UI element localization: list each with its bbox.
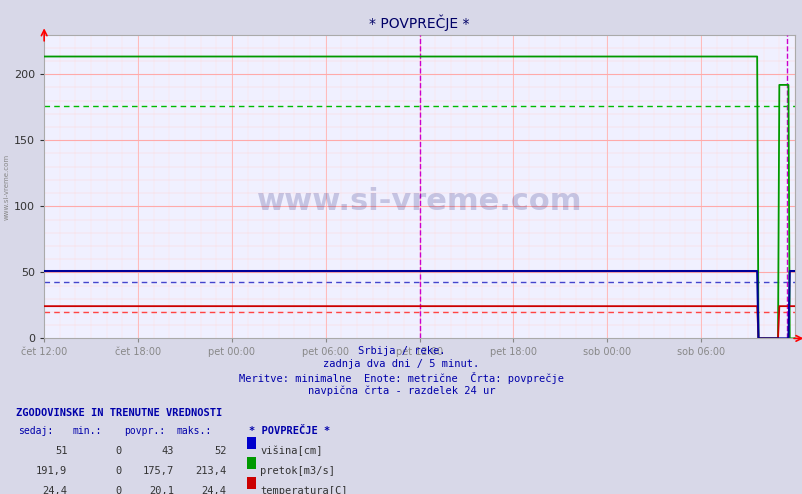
Text: navpična črta - razdelek 24 ur: navpična črta - razdelek 24 ur [307, 386, 495, 396]
Text: min.:: min.: [72, 426, 102, 436]
Text: ZGODOVINSKE IN TRENUTNE VREDNOSTI: ZGODOVINSKE IN TRENUTNE VREDNOSTI [16, 408, 222, 417]
Text: 52: 52 [213, 446, 226, 456]
Text: 0: 0 [115, 466, 122, 476]
Text: Srbija / reke.: Srbija / reke. [358, 346, 444, 356]
Text: temperatura[C]: temperatura[C] [260, 486, 347, 494]
Text: sedaj:: sedaj: [18, 426, 53, 436]
Text: maks.:: maks.: [176, 426, 212, 436]
Title: * POVPREČJE *: * POVPREČJE * [369, 14, 469, 31]
Text: www.si-vreme.com: www.si-vreme.com [257, 187, 581, 216]
Text: višina[cm]: višina[cm] [260, 446, 322, 456]
Text: www.si-vreme.com: www.si-vreme.com [3, 154, 10, 219]
Text: pretok[m3/s]: pretok[m3/s] [260, 466, 334, 476]
Text: 191,9: 191,9 [36, 466, 67, 476]
Text: Meritve: minimalne  Enote: metrične  Črta: povprečje: Meritve: minimalne Enote: metrične Črta:… [239, 372, 563, 384]
Text: 24,4: 24,4 [201, 486, 226, 494]
Text: 51: 51 [55, 446, 67, 456]
Text: 43: 43 [161, 446, 174, 456]
Text: 0: 0 [115, 446, 122, 456]
Text: 213,4: 213,4 [195, 466, 226, 476]
Text: 24,4: 24,4 [43, 486, 67, 494]
Text: zadnja dva dni / 5 minut.: zadnja dva dni / 5 minut. [323, 359, 479, 369]
Text: 20,1: 20,1 [149, 486, 174, 494]
Text: * POVPREČJE *: * POVPREČJE * [249, 426, 330, 436]
Text: povpr.:: povpr.: [124, 426, 165, 436]
Text: 175,7: 175,7 [143, 466, 174, 476]
Text: 0: 0 [115, 486, 122, 494]
